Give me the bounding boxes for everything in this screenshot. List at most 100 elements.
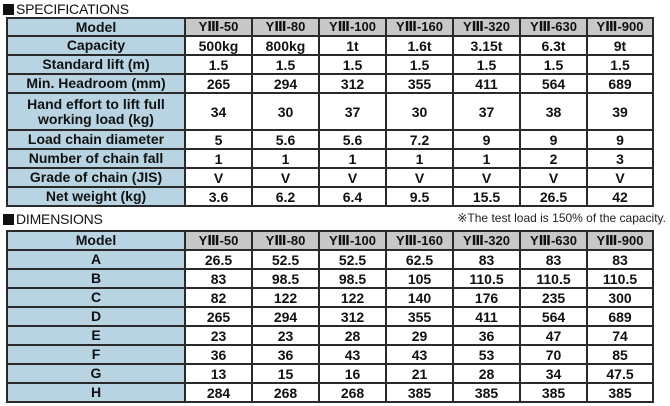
table-cell: 1t [318,35,387,56]
row-label: F [6,344,186,365]
table-cell: 355 [385,73,454,94]
table-cell: 52.5 [318,249,387,270]
table-cell: 110.5 [519,268,588,289]
model-header: YⅢ-50 [184,17,253,37]
table-cell: 1.5 [184,54,253,75]
table-cell: 6.3t [519,35,588,56]
table-cell: 122 [318,287,387,308]
dimensions-table: Model YⅢ-50 YⅢ-80 YⅢ-100 YⅢ-160 YⅢ-320 Y… [6,230,654,403]
table-cell: V [318,167,387,188]
table-cell: 82 [184,287,253,308]
table-cell: 385 [519,382,588,403]
table-cell: 300 [586,287,654,308]
table-cell: 9.5 [385,186,454,207]
model-header: YⅢ-320 [452,230,521,251]
table-cell: 83 [452,249,521,270]
table-cell: 1 [385,148,454,169]
table-cell: 2 [519,148,588,169]
table-cell: 105 [385,268,454,289]
table-header-row: Model YⅢ-50 YⅢ-80 YⅢ-100 YⅢ-160 YⅢ-320 Y… [6,17,654,37]
table-cell: 83 [519,249,588,270]
table-cell: 62.5 [385,249,454,270]
table-cell: 140 [385,287,454,308]
table-cell: 34 [184,92,253,131]
table-row: B 83 98.5 98.5 105 110.5 110.5 110.5 [6,268,654,289]
table-cell: 83 [586,249,654,270]
row-label: C [6,287,186,308]
row-label: Hand effort to lift full working load (k… [6,92,186,131]
table-cell: 47.5 [586,363,654,384]
table-row: D 265 294 312 355 411 564 689 [6,306,654,327]
table-cell: 294 [251,306,320,327]
table-cell: 1.5 [452,54,521,75]
test-load-note: ※The test load is 150% of the capacity. [457,211,666,225]
table-cell: 3 [586,148,654,169]
table-cell: 1 [452,148,521,169]
table-cell: 9 [452,129,521,150]
table-cell: 268 [318,382,387,403]
table-row: Hand effort to lift full working load (k… [6,92,654,131]
model-header: YⅢ-900 [586,17,654,37]
table-cell: 9 [519,129,588,150]
table-row: A 26.5 52.5 52.5 62.5 83 83 83 [6,249,654,270]
table-cell: 3.15t [452,35,521,56]
row-label: Net weight (kg) [6,186,186,207]
table-cell: 265 [184,306,253,327]
table-cell: 312 [318,306,387,327]
table-cell: V [184,167,253,188]
table-cell: 1.6t [385,35,454,56]
table-cell: 36 [452,325,521,346]
table-cell: 30 [251,92,320,131]
model-header: YⅢ-80 [251,230,320,251]
model-header: YⅢ-320 [452,17,521,37]
table-cell: 385 [452,382,521,403]
table-cell: 176 [452,287,521,308]
table-cell: 284 [184,382,253,403]
table-cell: 36 [184,344,253,365]
table-cell: 1 [318,148,387,169]
header-label: Model [6,230,186,251]
specifications-title-text: SPECIFICATIONS [16,1,129,17]
table-cell: 37 [318,92,387,131]
table-cell: 564 [519,73,588,94]
table-row: Standard lift (m) 1.5 1.5 1.5 1.5 1.5 1.… [6,54,654,75]
table-cell: V [251,167,320,188]
table-cell: 385 [385,382,454,403]
table-cell: V [452,167,521,188]
row-label: B [6,268,186,289]
table-row: Load chain diameter 5 5.6 5.6 7.2 9 9 9 [6,129,654,150]
table-row: Capacity 500kg 800kg 1t 1.6t 3.15t 6.3t … [6,35,654,56]
table-cell: 98.5 [251,268,320,289]
table-cell: 47 [519,325,588,346]
table-cell: 5 [184,129,253,150]
table-cell: 70 [519,344,588,365]
table-cell: 564 [519,306,588,327]
model-header: YⅢ-160 [385,17,454,37]
table-cell: 28 [452,363,521,384]
table-cell: 34 [519,363,588,384]
table-cell: 26.5 [184,249,253,270]
table-cell: 800kg [251,35,320,56]
table-cell: 52.5 [251,249,320,270]
header-label: Model [6,17,186,37]
table-cell: 294 [251,73,320,94]
model-header: YⅢ-160 [385,230,454,251]
table-row: Number of chain fall 1 1 1 1 1 2 3 [6,148,654,169]
table-cell: 37 [452,92,521,131]
model-header: YⅢ-630 [519,230,588,251]
table-cell: 110.5 [452,268,521,289]
table-cell: 85 [586,344,654,365]
table-cell: 235 [519,287,588,308]
table-header-row: Model YⅢ-50 YⅢ-80 YⅢ-100 YⅢ-160 YⅢ-320 Y… [6,230,654,251]
row-label: A [6,249,186,270]
specifications-title: SPECIFICATIONS [3,1,129,17]
table-row: Min. Headroom (mm) 265 294 312 355 411 5… [6,73,654,94]
table-cell: 15.5 [452,186,521,207]
table-cell: 5.6 [318,129,387,150]
specifications-table: Model YⅢ-50 YⅢ-80 YⅢ-100 YⅢ-160 YⅢ-320 Y… [6,17,654,207]
row-label: H [6,382,186,403]
model-header: YⅢ-80 [251,17,320,37]
table-cell: 6.2 [251,186,320,207]
table-cell: 312 [318,73,387,94]
table-cell: 30 [385,92,454,131]
